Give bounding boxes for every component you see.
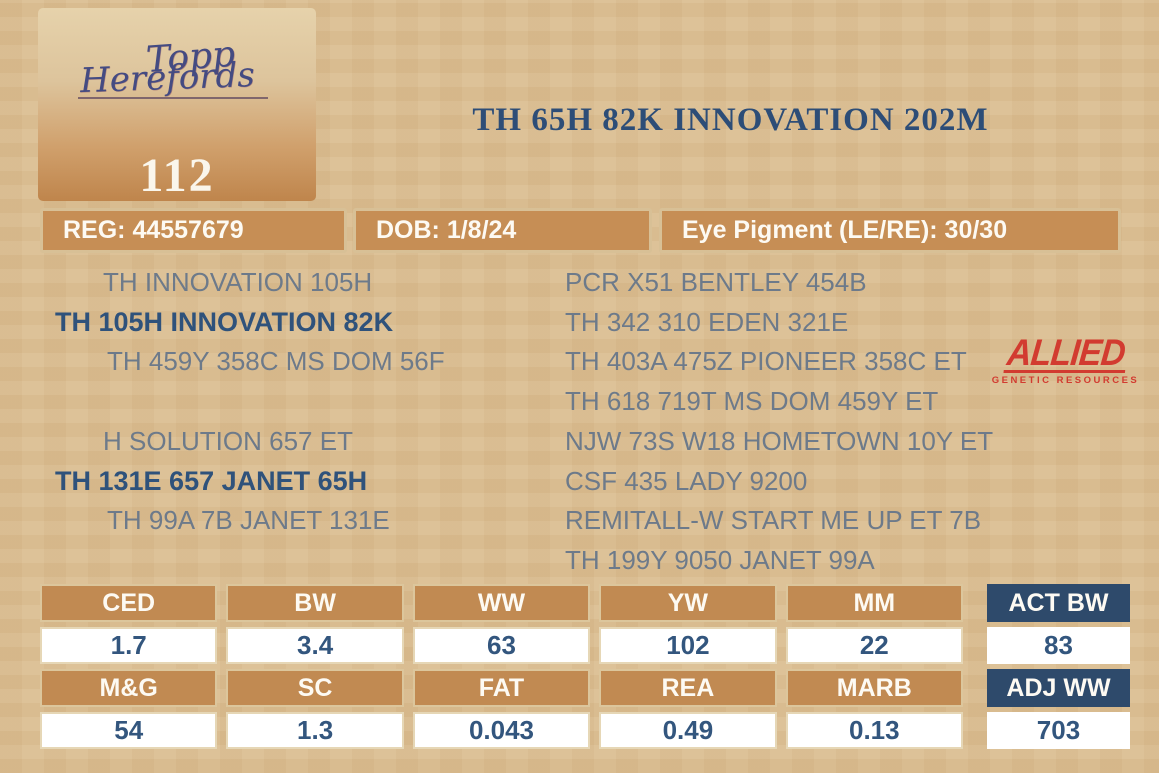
sire-name: TH 105H INNOVATION 82K (55, 306, 394, 337)
registration-number: REG: 44557679 (40, 208, 347, 253)
epd-header-ced: CED (40, 584, 218, 622)
epd-header-rea: REA (599, 669, 777, 707)
epd-header-sc: SC (226, 669, 404, 707)
allied-logo-tagline: GENETIC RESOURCES (991, 375, 1140, 386)
epd-header-fat: FAT (412, 669, 591, 707)
lot-logo-box: Topp Herefords 112 (38, 8, 316, 202)
pedigree-sire-group: TH INNOVATION 105H TH 105H INNOVATION 82… (55, 263, 445, 382)
adj-ww-header: ADJ WW (987, 669, 1130, 707)
ancestor-line: TH 199Y 9050 JANET 99A (565, 544, 875, 575)
lot-number: 112 (139, 149, 215, 202)
epd-header-bw: BW (226, 584, 404, 622)
act-bw-value: 83 (987, 627, 1130, 664)
epd-value-fat: 0.043 (412, 712, 591, 749)
pedigree-ancestor-column: PCR X51 BENTLEY 454B TH 342 310 EDEN 321… (565, 263, 993, 581)
ancestor-line: TH 403A 475Z PIONEER 358C ET (565, 346, 967, 377)
ancestor-line: CSF 435 LADY 9200 (565, 465, 808, 496)
ranch-logo-line2: Herefords (79, 55, 256, 102)
epd-header-mg: M&G (40, 669, 218, 707)
epd-value-mg: 54 (40, 712, 218, 749)
pedigree-dam-group: H SOLUTION 657 ET TH 131E 657 JANET 65H … (55, 422, 390, 541)
dam-granddam: TH 99A 7B JANET 131E (107, 505, 390, 536)
epd-value-sc: 1.3 (226, 712, 404, 749)
epd-value-yw: 102 (599, 627, 777, 664)
epd-value-marb: 0.13 (785, 712, 963, 749)
ancestor-line: PCR X51 BENTLEY 454B (565, 267, 867, 297)
epd-header-yw: YW (599, 584, 777, 622)
act-bw-header: ACT BW (987, 584, 1130, 622)
ancestor-line: NJW 73S W18 HOMETOWN 10Y ET (565, 425, 994, 456)
epd-value-bw: 3.4 (226, 627, 404, 664)
animal-title: TH 65H 82K INNOVATION 202M (472, 102, 989, 138)
epd-value-ced: 1.7 (40, 627, 218, 664)
eye-pigment: Eye Pigment (LE/RE): 30/30 (659, 208, 1121, 253)
ancestor-line: REMITALL-W START ME UP ET 7B (565, 505, 982, 536)
epd-table: CED BW WW YW MM 1.7 3.4 63 102 22 M&G SC… (40, 584, 963, 749)
actual-weights-column: ACT BW 83 ADJ WW 703 (987, 584, 1130, 749)
epd-value-rea: 0.49 (599, 712, 777, 749)
epd-header-ww: WW (412, 584, 591, 622)
ancestor-line: TH 618 719T MS DOM 459Y ET (565, 386, 939, 417)
sire-granddam: TH 459Y 358C MS DOM 56F (107, 346, 445, 377)
adj-ww-value: 703 (987, 712, 1130, 749)
epd-header-mm: MM (785, 584, 963, 622)
ranch-logo-underline (78, 97, 268, 99)
epd-header-marb: MARB (785, 669, 963, 707)
ranch-logo: Topp Herefords (38, 34, 316, 102)
date-of-birth: DOB: 1/8/24 (353, 208, 652, 253)
allied-logo: ALLIED GENETIC RESOURCES (983, 332, 1148, 386)
sire-grandsire: TH INNOVATION 105H (103, 267, 373, 297)
epd-value-ww: 63 (412, 627, 591, 664)
ancestor-line: TH 342 310 EDEN 321E (565, 306, 849, 337)
dam-grandsire: H SOLUTION 657 ET (103, 426, 353, 456)
allied-logo-wordmark: ALLIED (1003, 332, 1128, 373)
epd-value-mm: 22 (785, 627, 963, 664)
dam-name: TH 131E 657 JANET 65H (55, 465, 368, 496)
